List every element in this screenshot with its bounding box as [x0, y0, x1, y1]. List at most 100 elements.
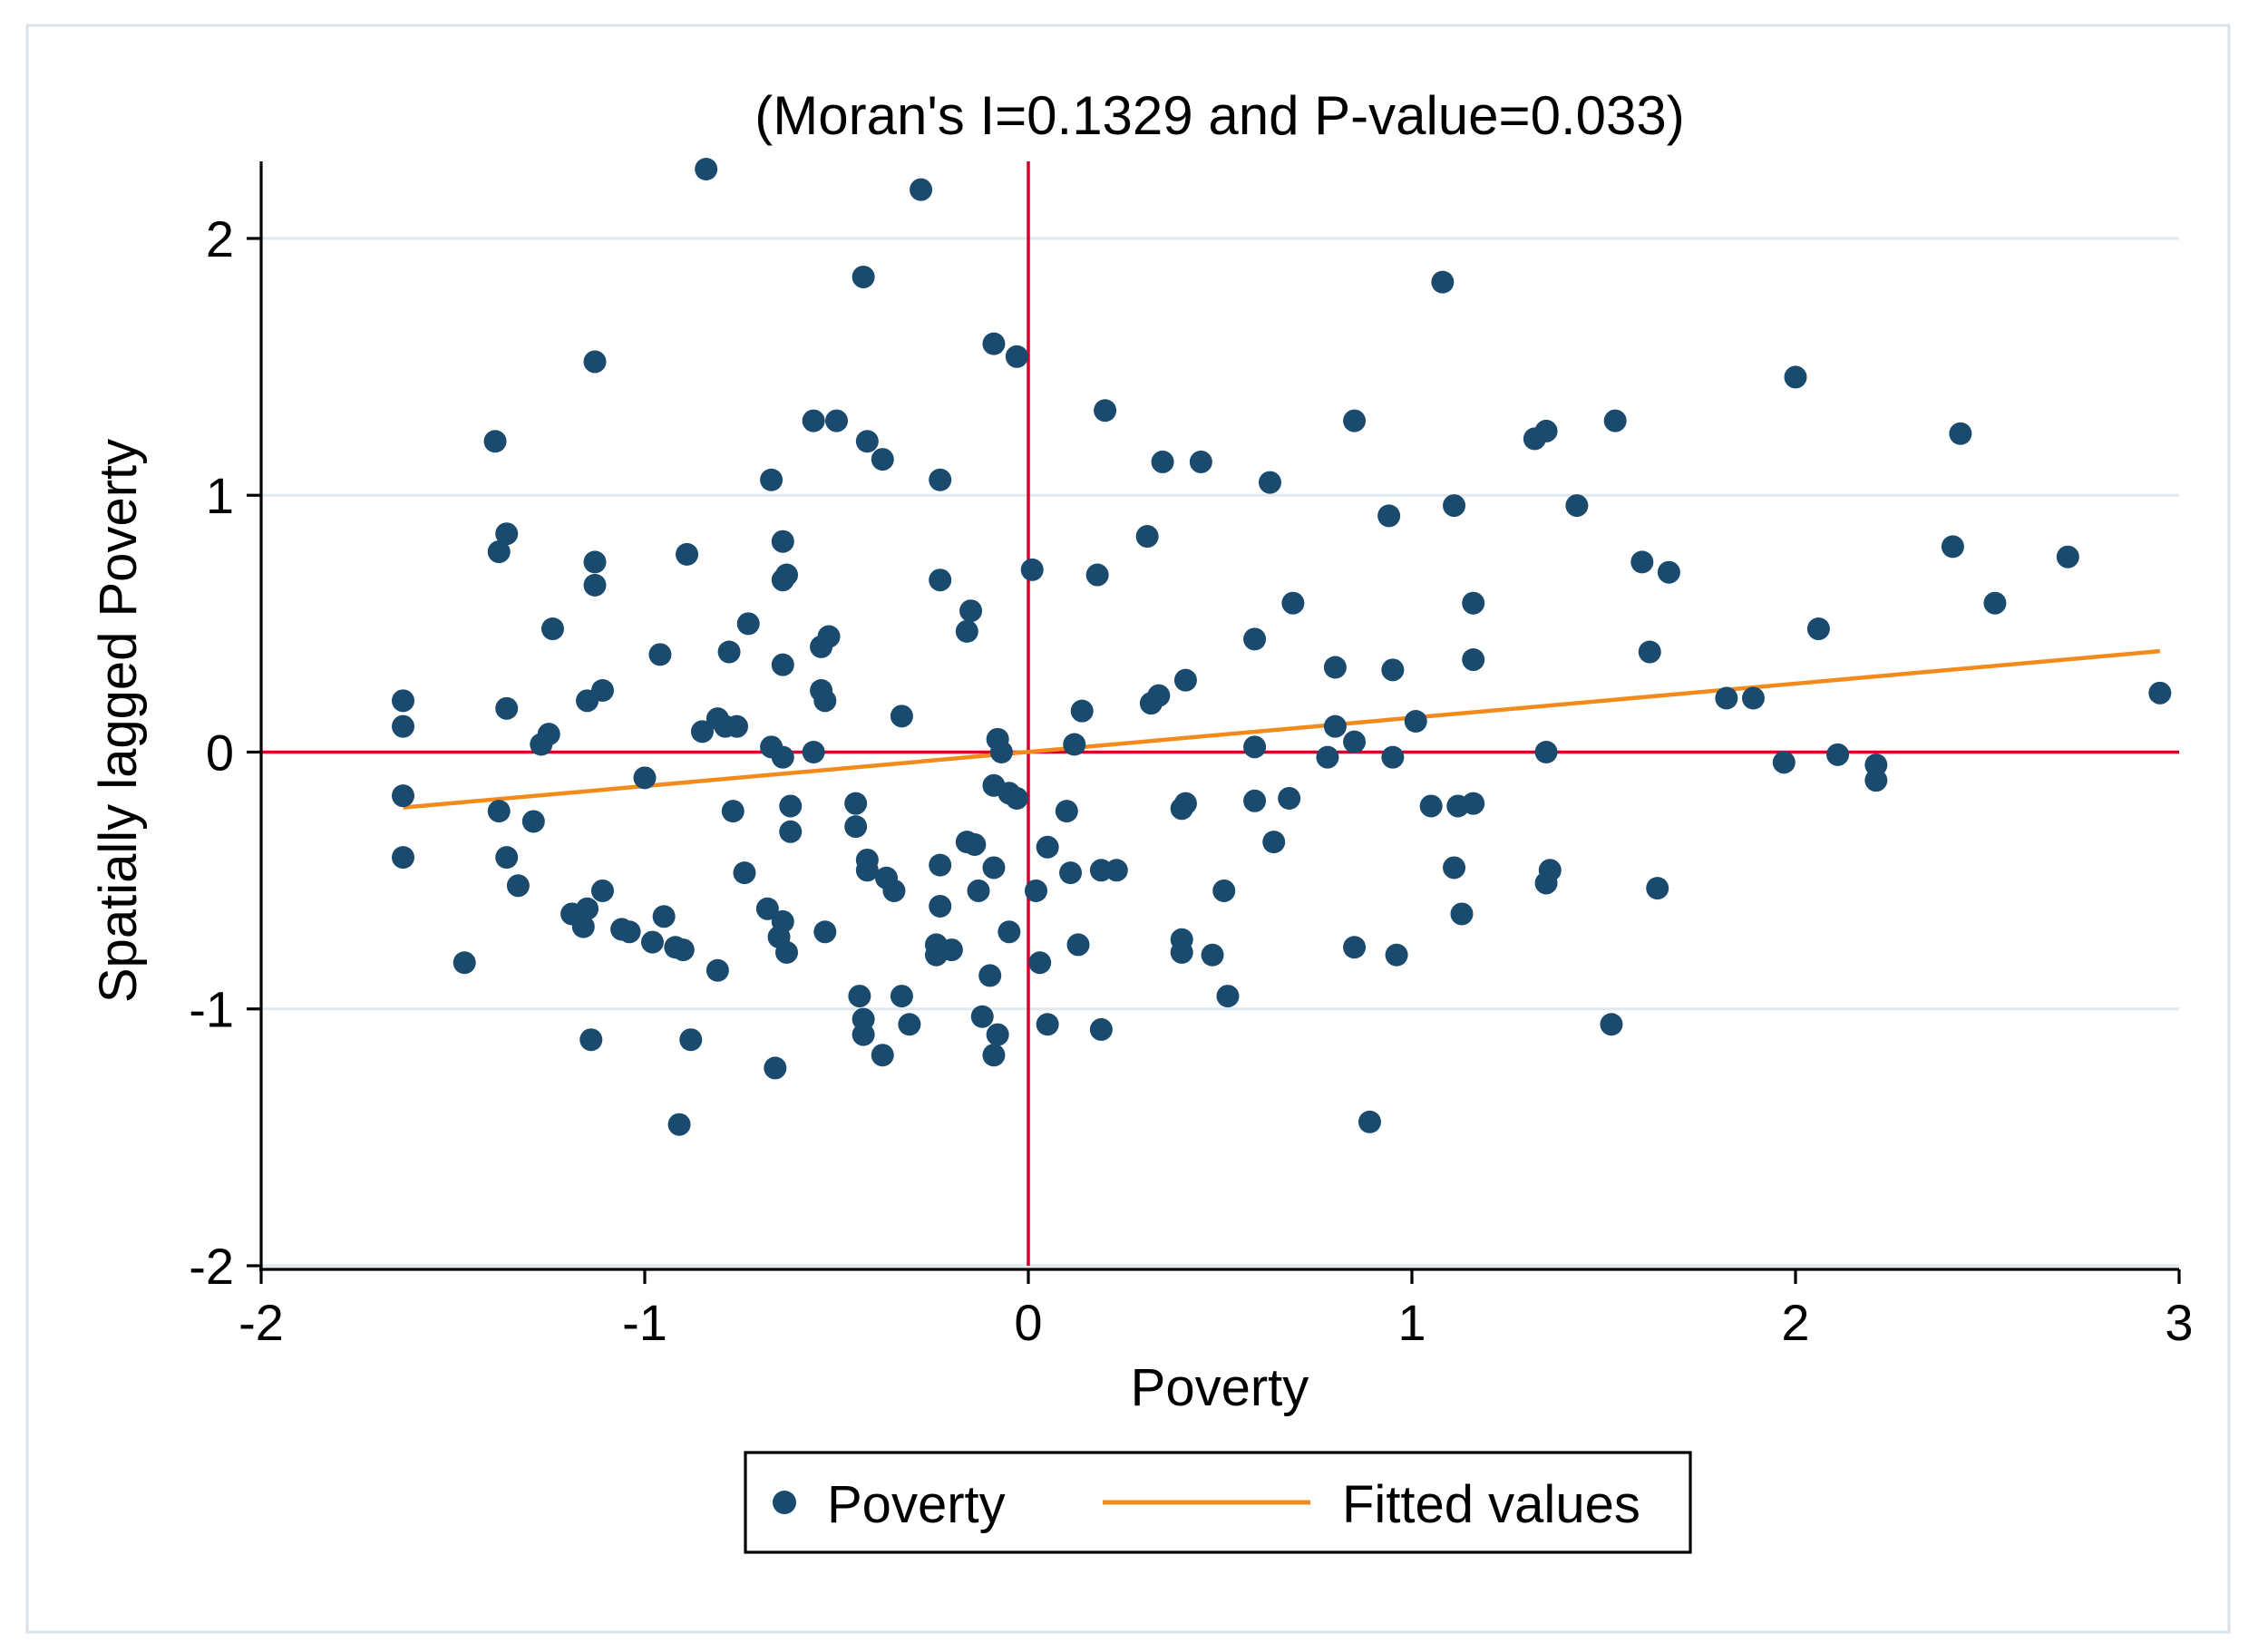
scatter-point-170 — [1028, 951, 1052, 975]
scatter-point-153 — [618, 920, 641, 944]
scatter-point-4 — [982, 332, 1006, 355]
scatter-point-90 — [1534, 740, 1558, 763]
scatter-point-102 — [1005, 786, 1028, 810]
legend-fitted-label: Fitted values — [1342, 1475, 1640, 1534]
x-tick-label-1: -1 — [622, 1294, 667, 1351]
scatter-point-121 — [963, 832, 987, 856]
scatter-point-117 — [844, 815, 868, 839]
chart-title: (Moran's I=0.1329 and P-value=0.033) — [754, 85, 1684, 146]
scatter-points — [392, 157, 2172, 1136]
scatter-point-191 — [1358, 1110, 1381, 1133]
legend: Poverty Fitted values — [744, 1451, 1692, 1554]
scatter-point-189 — [764, 1056, 787, 1080]
scatter-point-99 — [1864, 769, 1888, 792]
scatter-point-91 — [989, 740, 1013, 763]
scatter-point-59 — [1323, 656, 1347, 679]
scatter-point-44 — [1462, 591, 1485, 615]
scatter-point-139 — [882, 879, 906, 902]
scatter-point-141 — [1024, 879, 1047, 902]
scatter-point-48 — [540, 617, 564, 641]
scatter-point-146 — [755, 897, 779, 920]
scatter-point-177 — [970, 1005, 994, 1028]
scatter-point-172 — [706, 958, 729, 982]
scatter-point-56 — [648, 643, 672, 666]
x-tick-label-5: 3 — [2165, 1294, 2193, 1351]
scatter-point-173 — [978, 964, 1002, 987]
scatter-point-95 — [1772, 751, 1796, 774]
scatter-point-40 — [771, 568, 794, 592]
fitted-line-layer — [403, 648, 2161, 810]
scatter-point-184 — [1089, 1017, 1113, 1041]
scatter-point-115 — [1055, 800, 1078, 823]
scatter-point-23 — [1258, 471, 1281, 494]
scatter-point-122 — [1036, 835, 1059, 859]
scatter-point-166 — [775, 940, 799, 964]
scatter-point-24 — [1443, 494, 1466, 518]
scatter-point-49 — [955, 619, 978, 643]
scatter-point-119 — [1262, 831, 1286, 854]
scatter-point-66 — [2148, 681, 2172, 705]
scatter-point-28 — [1135, 525, 1159, 549]
scatter-point-126 — [929, 853, 952, 877]
scatter-point-180 — [1036, 1013, 1059, 1036]
scatter-point-183 — [986, 1023, 1009, 1046]
scatter-point-41 — [929, 568, 952, 592]
reference-lines — [261, 161, 2179, 1266]
scatter-point-54 — [1638, 640, 1661, 664]
scatter-point-71 — [813, 689, 837, 713]
scatter-point-14 — [1523, 427, 1546, 451]
scatter-point-169 — [1385, 943, 1408, 967]
y-tick-label-3: 1 — [206, 467, 234, 524]
scatter-point-158 — [640, 930, 664, 954]
scatter-point-9 — [825, 409, 848, 432]
scatter-point-61 — [1173, 668, 1197, 692]
scatter-point-86 — [1063, 733, 1086, 756]
scatter-point-106 — [392, 784, 415, 808]
scatter-point-20 — [1189, 450, 1212, 473]
scatter-point-79 — [1404, 709, 1427, 733]
scatter-point-84 — [1343, 730, 1367, 753]
scatter-point-77 — [725, 714, 749, 738]
scatter-point-2 — [852, 265, 875, 288]
scatter-point-19 — [1151, 450, 1174, 473]
scatter-point-128 — [982, 856, 1006, 879]
y-tick-label-0: -2 — [189, 1238, 234, 1295]
scatter-point-37 — [1085, 563, 1109, 587]
scatter-point-80 — [392, 714, 415, 738]
scatter-point-85 — [530, 733, 553, 756]
scatter-point-161 — [1343, 936, 1367, 959]
y-tick-label-4: 2 — [206, 210, 234, 267]
scatter-point-137 — [506, 874, 530, 898]
fitted-line — [403, 648, 2161, 810]
scatter-point-58 — [771, 653, 794, 676]
scatter-point-46 — [959, 599, 983, 623]
scatter-point-21 — [760, 468, 783, 491]
scatter-point-143 — [1646, 877, 1669, 900]
scatter-point-123 — [495, 846, 519, 870]
scatter-point-33 — [2056, 545, 2079, 568]
y-tick-label-1: -1 — [189, 981, 234, 1038]
scatter-point-3 — [1431, 270, 1455, 294]
scatter-point-10 — [1343, 409, 1367, 432]
scatter-point-185 — [679, 1028, 703, 1052]
scatter-point-7 — [1784, 365, 1807, 389]
scatter-point-35 — [1630, 550, 1654, 574]
scatter-point-154 — [998, 920, 1021, 944]
x-tick-label-4: 2 — [1781, 1294, 1809, 1351]
scatter-point-176 — [1216, 985, 1240, 1008]
scatter-point-127 — [1443, 856, 1466, 879]
scatter-point-74 — [890, 705, 913, 728]
scatter-point-68 — [576, 689, 599, 713]
scatter-point-12 — [1094, 399, 1117, 423]
scatter-point-87 — [1243, 735, 1267, 759]
scatter-point-47 — [736, 612, 760, 636]
scatter-point-130 — [1105, 859, 1128, 882]
scatter-point-182 — [852, 1023, 875, 1046]
scatter-point-187 — [871, 1044, 894, 1067]
scatter-point-148 — [929, 894, 952, 918]
scatter-point-165 — [924, 943, 948, 967]
scatter-point-1 — [910, 178, 933, 201]
scatter-point-92 — [771, 745, 794, 769]
scatter-point-22 — [929, 468, 952, 491]
